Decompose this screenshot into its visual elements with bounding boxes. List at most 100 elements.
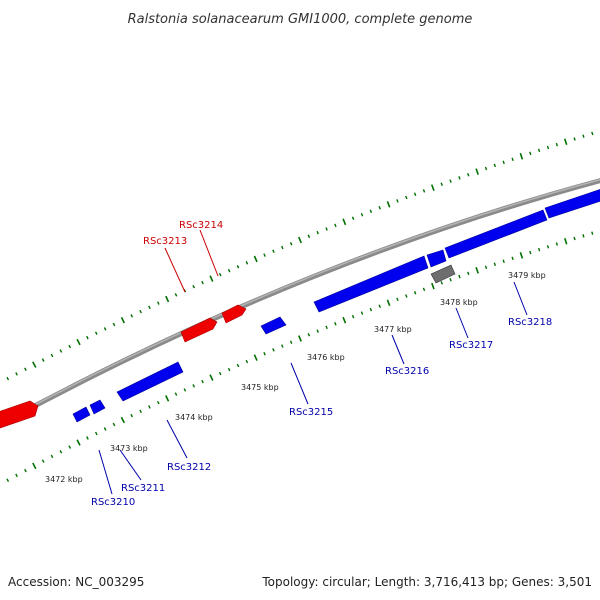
forward-gene[interactable] (0, 400, 39, 429)
reverse-gene-rsc3216[interactable] (313, 255, 429, 313)
reverse-gene-rsc3216b[interactable] (426, 249, 447, 268)
reverse-gene-rsc3217[interactable] (444, 209, 548, 259)
minor-tick (289, 242, 293, 246)
minor-tick (148, 405, 151, 409)
major-tick (519, 252, 524, 259)
kbp-label-3475: 3475 kbp (241, 383, 279, 392)
major-tick (342, 218, 347, 226)
minor-tick (493, 163, 497, 168)
gene-label-rsc3212[interactable]: RSc3212 (167, 462, 211, 473)
minor-tick (413, 192, 417, 196)
reverse-gene-rsc3211[interactable] (89, 399, 106, 415)
minor-tick (41, 459, 45, 463)
kbp-label-3476: 3476 kbp (307, 353, 345, 362)
inner-tick-track (0, 231, 594, 487)
gene-label-rsc3213[interactable]: RSc3213 (143, 236, 187, 247)
gene-labels: RSc3213 RSc3214 RSc3210 RSc3211 RSc3212 … (91, 220, 552, 508)
minor-tick (316, 230, 319, 235)
minor-tick (156, 301, 160, 305)
major-tick (120, 316, 126, 324)
minor-tick (272, 249, 275, 253)
major-tick (298, 236, 302, 244)
minor-tick (201, 379, 204, 384)
gene-label-rsc3211[interactable]: RSc3211 (121, 483, 165, 494)
major-tick (209, 275, 214, 282)
major-tick (563, 138, 568, 146)
minor-tick (94, 331, 98, 335)
forward-gene-rsc3213[interactable] (180, 317, 218, 343)
major-tick (209, 374, 214, 381)
minor-tick (263, 352, 266, 356)
minor-tick (50, 353, 54, 358)
minor-tick (307, 234, 311, 239)
gene-label-rsc3217[interactable]: RSc3217 (449, 340, 493, 351)
minor-tick (493, 262, 497, 267)
map-title: Ralstonia solanacearum GMI1000, complete… (128, 12, 473, 27)
minor-tick (218, 272, 222, 277)
accession-text: Accession: NC_003295 (8, 575, 144, 589)
major-tick (564, 237, 568, 245)
kbp-label-3479: 3479 kbp (508, 271, 546, 280)
forward-gene-rsc3214[interactable] (221, 304, 247, 324)
gene-label-rsc3216[interactable]: RSc3216 (385, 366, 429, 377)
reverse-gene-rsc3215[interactable] (260, 316, 287, 335)
minor-tick (156, 400, 160, 405)
minor-tick (59, 349, 63, 353)
outer-tick-track (0, 131, 594, 385)
gene-label-rsc3214[interactable]: RSc3214 (179, 220, 223, 231)
genome-summary-text: Topology: circular; Length: 3,716,413 bp… (261, 575, 592, 589)
gene-label-rsc3218[interactable]: RSc3218 (508, 317, 552, 328)
minor-tick (245, 261, 249, 265)
minor-tick (236, 363, 240, 368)
minor-tick (511, 157, 514, 162)
major-tick (298, 335, 302, 342)
minor-tick (15, 372, 18, 376)
minor-tick (529, 151, 532, 156)
minor-tick (130, 413, 134, 418)
minor-tick (227, 367, 231, 372)
minor-tick (272, 348, 275, 352)
other-feature-gray[interactable] (430, 264, 456, 284)
minor-tick (351, 314, 355, 319)
minor-tick (218, 371, 222, 376)
kbp-label-3478: 3478 kbp (440, 298, 478, 307)
reverse-gene-rsc3210[interactable] (72, 406, 91, 423)
minor-tick (112, 322, 116, 327)
gene-label-rsc3215[interactable]: RSc3215 (289, 407, 333, 418)
minor-tick (334, 322, 337, 326)
reverse-gene-rsc3218[interactable] (544, 186, 600, 219)
minor-tick (546, 245, 550, 249)
minor-tick (369, 307, 373, 312)
minor-tick (449, 179, 452, 183)
minor-tick (449, 277, 452, 282)
major-tick (32, 361, 37, 368)
minor-tick (546, 145, 550, 150)
gene-label-rsc3210[interactable]: RSc3210 (91, 497, 135, 508)
minor-tick (139, 409, 142, 414)
major-tick (431, 282, 435, 290)
major-tick (76, 439, 81, 446)
minor-tick (68, 344, 72, 349)
reverse-gene-rsc3212[interactable] (116, 361, 184, 402)
minor-tick (281, 344, 284, 348)
minor-tick (130, 314, 134, 318)
minor-tick (325, 227, 328, 231)
minor-tick (68, 445, 72, 449)
minor-tick (94, 431, 98, 436)
minor-tick (6, 478, 10, 482)
minor-tick (24, 468, 27, 473)
minor-tick (103, 427, 107, 431)
kbp-label-3474: 3474 kbp (175, 413, 213, 422)
major-tick (76, 338, 81, 346)
minor-tick (484, 265, 488, 270)
minor-tick (289, 340, 293, 344)
minor-tick (422, 189, 426, 193)
minor-tick (573, 137, 576, 141)
minor-tick (148, 305, 151, 310)
minor-tick (245, 359, 249, 364)
minor-tick (396, 297, 399, 302)
minor-tick (573, 236, 576, 241)
minor-tick (174, 392, 178, 396)
minor-tick (15, 473, 18, 478)
